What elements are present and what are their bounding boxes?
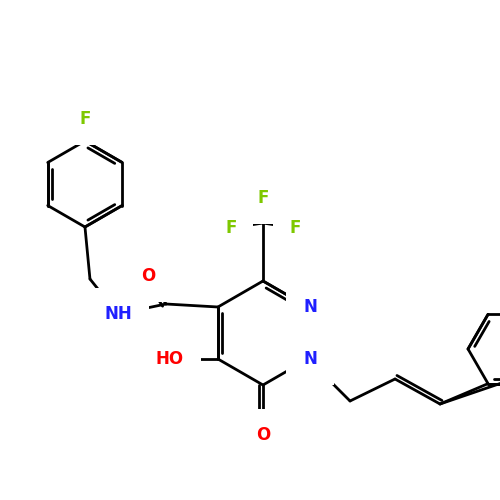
Text: N: N [303,298,317,316]
Text: N: N [303,350,317,368]
Text: O: O [256,426,270,444]
Text: O: O [141,267,155,285]
Text: F: F [290,219,300,237]
Text: HO: HO [156,350,184,368]
Text: F: F [226,219,236,237]
Text: F: F [80,110,90,128]
Text: NH: NH [104,305,132,323]
Text: F: F [258,189,268,207]
